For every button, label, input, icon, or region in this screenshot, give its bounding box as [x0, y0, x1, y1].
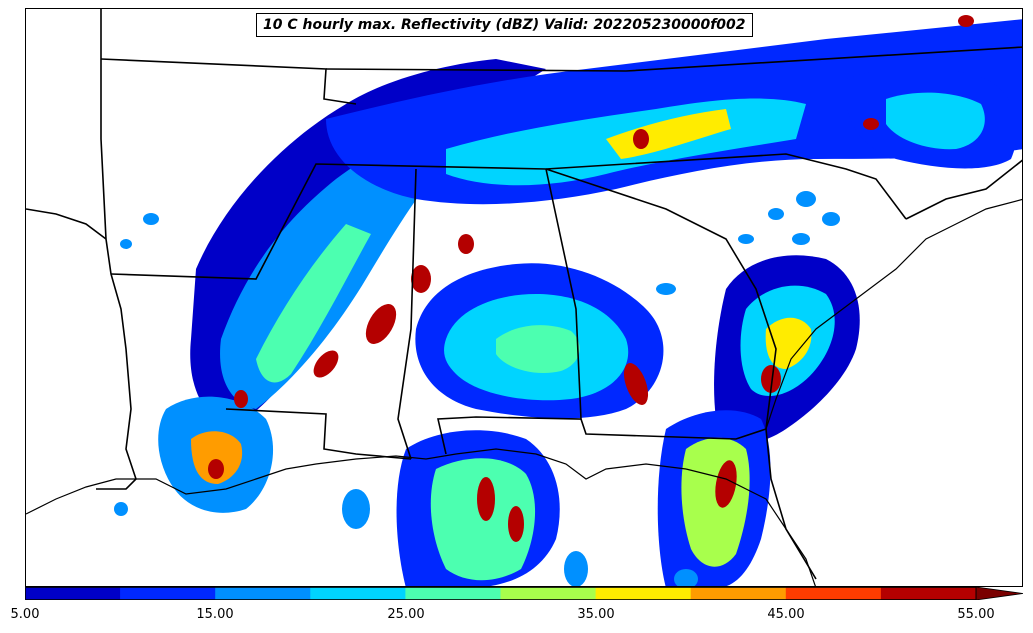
map-title: 10 C hourly max. Reflectivity (dBZ) Vali… — [256, 13, 753, 37]
echo-northeast-inner — [886, 92, 985, 150]
colorbar-tick-label: 35.00 — [577, 607, 615, 622]
state-line-12 — [545, 168, 777, 430]
map-panel — [25, 8, 1023, 587]
colorbar-segment — [690, 587, 787, 600]
intense-cores — [208, 15, 974, 542]
reflectivity-field — [114, 15, 1022, 586]
colorbar-segment — [215, 587, 311, 600]
scattered-cells — [114, 191, 840, 586]
colorbar-tick-label: 45.00 — [767, 607, 805, 622]
colorbar-segment — [785, 587, 882, 600]
colorbar-segment — [595, 587, 692, 600]
state-line-10 — [765, 428, 817, 580]
state-line-11 — [905, 159, 1022, 220]
state-line-6 — [397, 168, 417, 460]
state-boundaries — [26, 9, 1022, 580]
florida-coast — [685, 468, 816, 586]
colorbar-segment — [310, 587, 406, 600]
gulf-coast — [26, 448, 687, 515]
atlantic-coast — [765, 198, 1022, 430]
colorbar-tick-label: 25.00 — [387, 607, 425, 622]
colorbar-segment — [405, 587, 501, 600]
colorbar-segment — [500, 587, 597, 600]
coastline — [26, 198, 1022, 586]
state-line-7 — [225, 408, 412, 460]
colorbar-segment — [880, 587, 977, 600]
state-line-2 — [100, 58, 357, 105]
echo-band-west-mid — [256, 224, 371, 383]
state-line-3 — [325, 46, 1022, 72]
echo-blob-central-core — [496, 325, 580, 374]
state-line-8 — [437, 168, 582, 455]
colorbar-segment — [120, 587, 216, 600]
state-line-1 — [96, 9, 137, 490]
colorbar — [25, 587, 1023, 600]
colorbar-extend-arrow — [975, 587, 1023, 600]
state-line-5 — [110, 153, 907, 280]
colorbar-border — [25, 587, 977, 600]
colorbar-tick-label: 15.00 — [196, 607, 234, 622]
echo-louisiana-core — [191, 431, 243, 484]
colorbar-tick-label: 55.00 — [957, 607, 995, 622]
reflectivity-map — [26, 9, 1022, 586]
state-line-9 — [580, 418, 767, 440]
colorbar-tick-label: 5.00 — [10, 607, 40, 622]
state-line-4 — [26, 208, 107, 240]
colorbar-segment — [25, 587, 121, 600]
echo-coast-core — [765, 317, 812, 369]
